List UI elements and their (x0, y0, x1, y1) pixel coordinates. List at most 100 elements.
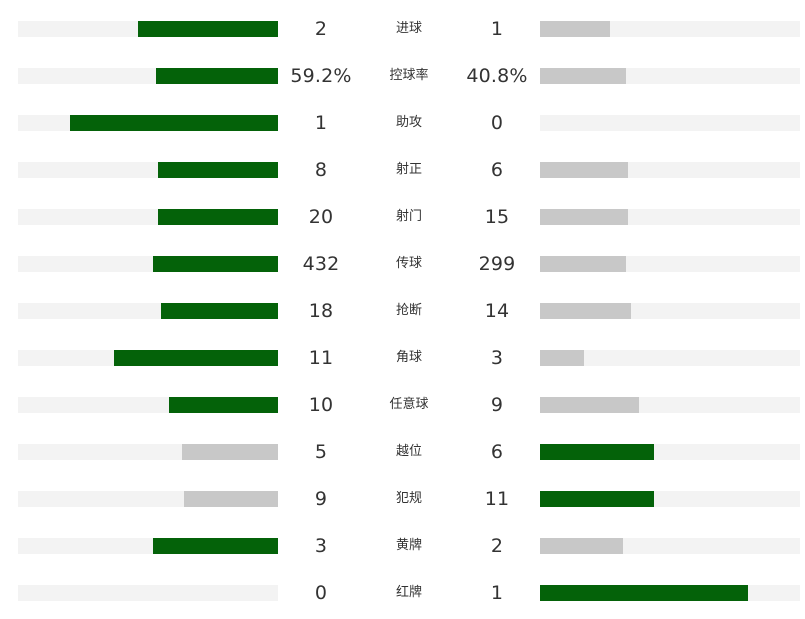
right-bar (540, 256, 626, 272)
stat-label: 抢断 (395, 303, 422, 318)
left-value: 20 (308, 206, 334, 228)
right-value: 40.8% (466, 65, 528, 87)
stat-row: 432 传球 299 (0, 240, 805, 287)
left-value: 5 (314, 441, 328, 463)
right-bar-track (540, 491, 800, 507)
right-bar-track (540, 350, 800, 366)
stat-label: 黄牌 (395, 538, 422, 553)
right-bar (540, 350, 584, 366)
right-value: 2 (490, 535, 504, 557)
left-bar (169, 397, 278, 413)
right-value: 1 (490, 18, 504, 40)
right-bar-track (540, 538, 800, 554)
left-value: 11 (308, 347, 334, 369)
left-bar (153, 256, 278, 272)
right-bar-track (540, 115, 800, 131)
stat-label: 进球 (395, 21, 422, 36)
left-bar-track (18, 585, 278, 601)
stat-row: 2 进球 1 (0, 5, 805, 52)
stat-label: 红牌 (395, 585, 422, 600)
right-value: 1 (490, 582, 504, 604)
stat-row: 0 红牌 1 (0, 569, 805, 616)
stat-label: 角球 (395, 350, 422, 365)
left-bar (184, 491, 278, 507)
right-bar-track (540, 303, 800, 319)
stat-row: 3 黄牌 2 (0, 522, 805, 569)
stat-label: 任意球 (389, 397, 429, 412)
right-value: 9 (490, 394, 504, 416)
right-bar (540, 491, 654, 507)
right-value: 6 (490, 159, 504, 181)
right-bar-track (540, 444, 800, 460)
left-bar (114, 350, 278, 366)
stat-label: 助攻 (395, 115, 422, 130)
stat-row: 11 角球 3 (0, 334, 805, 381)
left-bar (153, 538, 278, 554)
left-bar (161, 303, 278, 319)
right-value: 6 (490, 441, 504, 463)
stat-label: 传球 (395, 256, 422, 271)
left-value: 1 (314, 112, 328, 134)
right-bar-track (540, 68, 800, 84)
right-bar (540, 444, 654, 460)
stat-row: 5 越位 6 (0, 428, 805, 475)
stat-label: 射正 (395, 162, 422, 177)
left-value: 9 (314, 488, 328, 510)
left-bar (70, 115, 278, 131)
left-value: 3 (314, 535, 328, 557)
stat-row: 10 任意球 9 (0, 381, 805, 428)
left-value: 10 (308, 394, 334, 416)
right-bar-track (540, 21, 800, 37)
left-bar-track (18, 68, 278, 84)
right-value: 0 (490, 112, 504, 134)
right-value: 3 (490, 347, 504, 369)
stat-label: 犯规 (395, 491, 422, 506)
left-value: 59.2% (290, 65, 352, 87)
left-bar (158, 209, 278, 225)
right-bar-track (540, 585, 800, 601)
left-value: 2 (314, 18, 328, 40)
left-bar-track (18, 444, 278, 460)
left-value: 18 (308, 300, 334, 322)
left-value: 0 (314, 582, 328, 604)
left-bar-track (18, 209, 278, 225)
right-value: 14 (484, 300, 510, 322)
left-bar (158, 162, 278, 178)
left-bar-track (18, 115, 278, 131)
left-bar (138, 21, 278, 37)
right-bar (540, 538, 623, 554)
right-value: 15 (484, 206, 510, 228)
right-bar (540, 585, 748, 601)
stat-row: 1 助攻 0 (0, 99, 805, 146)
right-bar-track (540, 162, 800, 178)
right-bar-track (540, 397, 800, 413)
right-bar (540, 162, 628, 178)
right-value: 11 (484, 488, 510, 510)
left-value: 8 (314, 159, 328, 181)
left-bar (156, 68, 278, 84)
stat-label: 越位 (395, 444, 422, 459)
left-bar-track (18, 21, 278, 37)
left-bar-track (18, 538, 278, 554)
right-bar (540, 68, 626, 84)
left-bar-track (18, 350, 278, 366)
right-bar (540, 21, 610, 37)
left-bar-track (18, 491, 278, 507)
right-bar (540, 209, 628, 225)
stat-row: 18 抢断 14 (0, 287, 805, 334)
left-bar-track (18, 303, 278, 319)
stat-label: 射门 (395, 209, 422, 224)
stat-row: 20 射门 15 (0, 193, 805, 240)
right-value: 299 (478, 253, 516, 275)
left-bar (182, 444, 278, 460)
right-bar (540, 397, 639, 413)
left-bar-track (18, 397, 278, 413)
left-bar-track (18, 256, 278, 272)
left-bar-track (18, 162, 278, 178)
stat-label: 控球率 (389, 68, 429, 83)
right-bar-track (540, 209, 800, 225)
stat-row: 8 射正 6 (0, 146, 805, 193)
right-bar-track (540, 256, 800, 272)
left-value: 432 (302, 253, 340, 275)
